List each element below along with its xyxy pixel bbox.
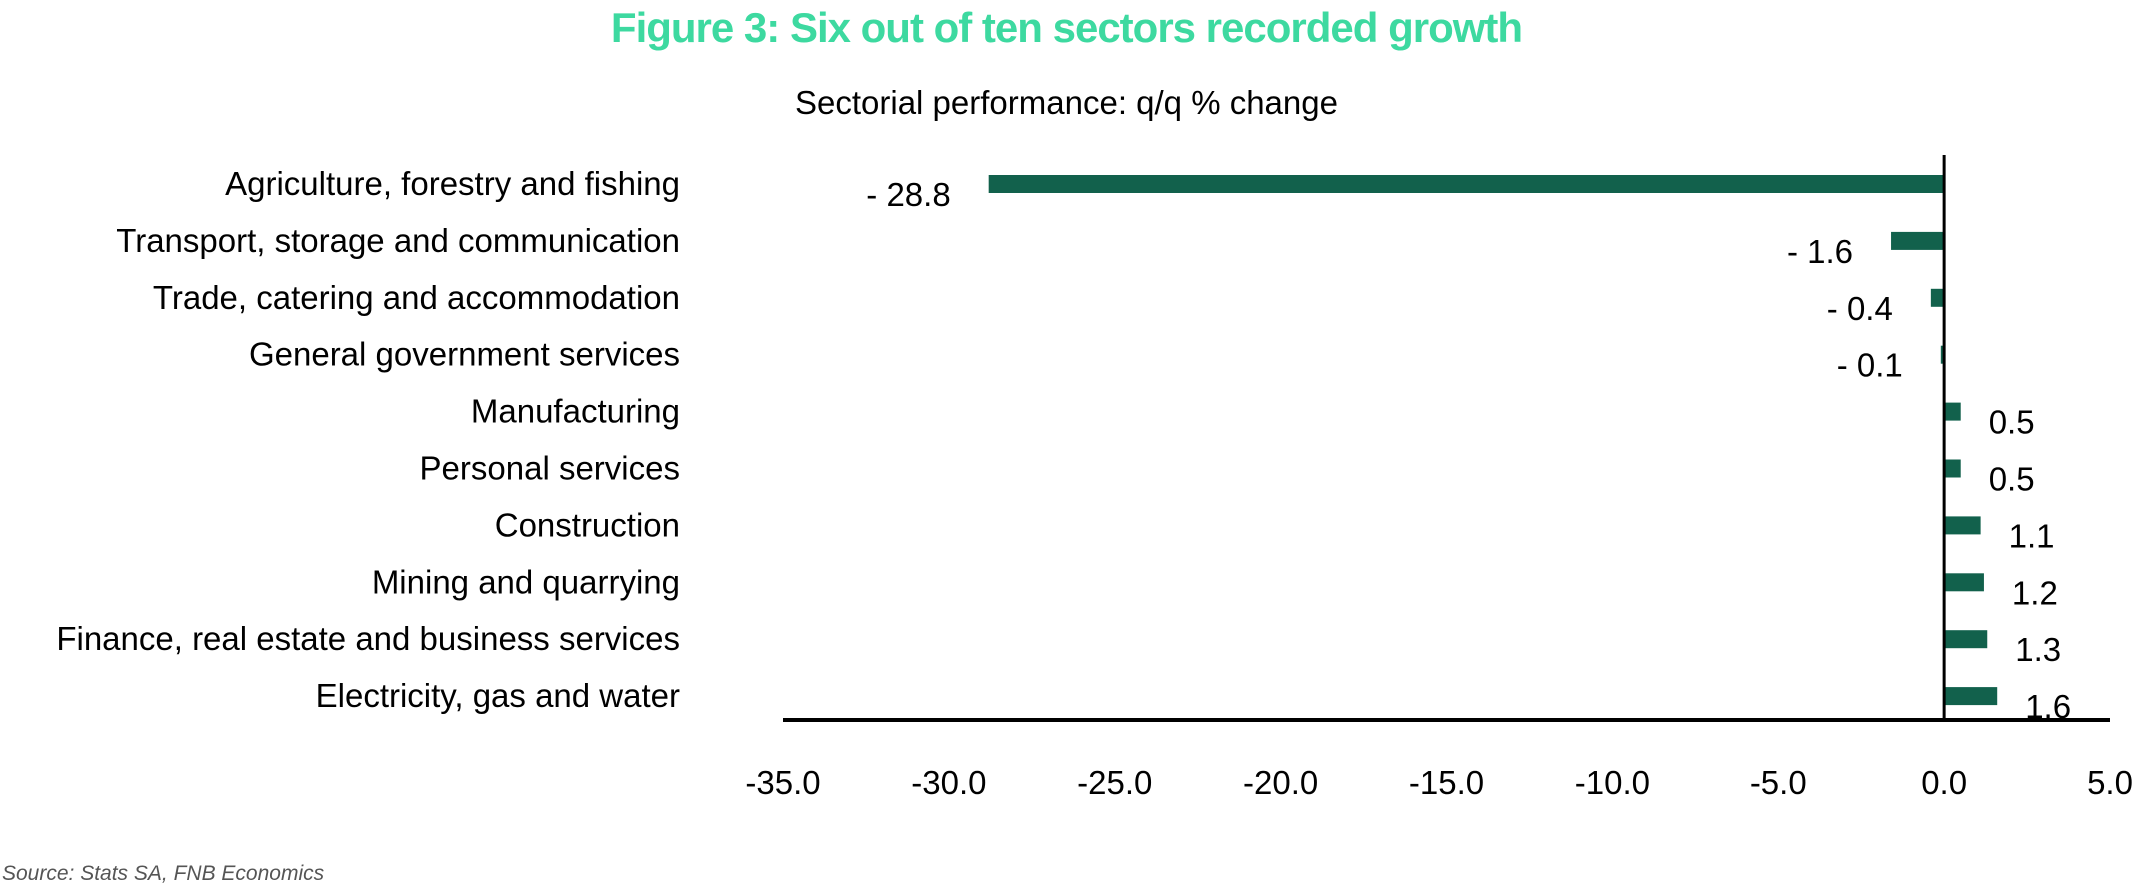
data-label: - 1.6 bbox=[1787, 233, 1853, 270]
tick-label: -30.0 bbox=[911, 764, 986, 801]
category-labels: Agriculture, forestry and fishing Transpo… bbox=[56, 165, 680, 714]
tick-label: -10.0 bbox=[1575, 764, 1650, 801]
bar bbox=[988, 175, 1945, 193]
bar bbox=[1944, 630, 1988, 649]
chart-subtitle: Sectorial performance: q/q % change bbox=[795, 84, 1338, 121]
category-label: Manufacturing bbox=[471, 393, 680, 430]
data-label: 1.1 bbox=[2009, 517, 2055, 554]
x-axis-tick-labels: -35.0 -30.0 -25.0 -20.0 -15.0 -10.0 -5.0 0.0 5.0 bbox=[745, 764, 2133, 801]
source-note: Source: Stats SA, FNB Economics bbox=[2, 862, 325, 885]
data-label: 1.2 bbox=[2012, 574, 2058, 611]
data-label: 1.3 bbox=[2015, 631, 2061, 668]
bar bbox=[1940, 345, 1945, 364]
category-label: Mining and quarrying bbox=[372, 563, 680, 600]
bar bbox=[1944, 573, 1984, 592]
data-label: 0.5 bbox=[1989, 461, 2035, 498]
category-label: Construction bbox=[495, 506, 680, 543]
category-label: Transport, storage and communication bbox=[116, 222, 680, 259]
data-labels: - 28.8- 1.6- 0.4- 0.10.50.51.11.21.31.6 bbox=[866, 176, 2071, 725]
tick-label: -5.0 bbox=[1750, 764, 1807, 801]
bar bbox=[1944, 516, 1981, 535]
chart-title: Figure 3: Six out of ten sectors recorde… bbox=[610, 4, 1523, 51]
bar bbox=[1944, 459, 1961, 478]
tick-label: 5.0 bbox=[2087, 764, 2133, 801]
tick-label: -25.0 bbox=[1077, 764, 1152, 801]
category-label: Agriculture, forestry and fishing bbox=[225, 165, 680, 202]
data-label: - 28.8 bbox=[866, 176, 950, 213]
bars bbox=[988, 175, 1998, 706]
tick-label: -35.0 bbox=[745, 764, 820, 801]
bar bbox=[1944, 687, 1998, 706]
data-label: 0.5 bbox=[1989, 404, 2035, 441]
category-label: General government services bbox=[249, 336, 680, 373]
bar bbox=[1944, 402, 1961, 421]
bar bbox=[1930, 288, 1945, 307]
category-label: Personal services bbox=[420, 450, 680, 487]
tick-label: 0.0 bbox=[1921, 764, 1967, 801]
category-label: Electricity, gas and water bbox=[316, 677, 680, 714]
tick-label: -15.0 bbox=[1409, 764, 1484, 801]
tick-label: -20.0 bbox=[1243, 764, 1318, 801]
category-label: Trade, catering and accommodation bbox=[153, 279, 680, 316]
data-label: - 0.1 bbox=[1837, 347, 1903, 384]
bar bbox=[1891, 231, 1945, 250]
data-label: - 0.4 bbox=[1827, 290, 1893, 327]
category-label: Finance, real estate and business servic… bbox=[56, 620, 680, 657]
